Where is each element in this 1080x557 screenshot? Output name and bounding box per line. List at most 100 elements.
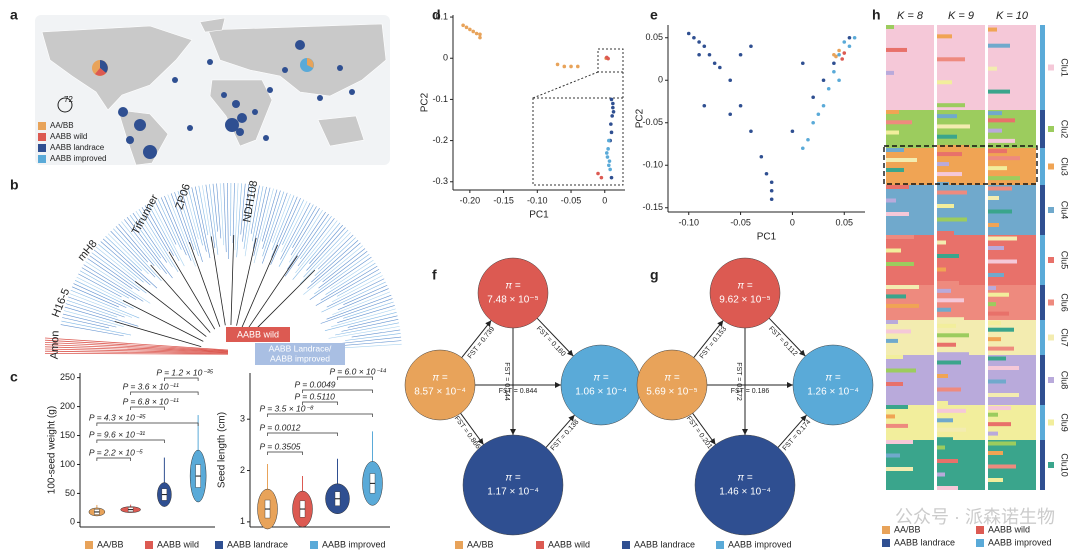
tree-branch [202, 185, 212, 242]
cluster-swatch [1048, 462, 1054, 468]
cluster-label: Clu8 [1060, 371, 1070, 390]
admixture-stripe [886, 47, 907, 52]
tree-branch [250, 185, 260, 234]
map-dot [143, 145, 157, 159]
tree-branch [262, 190, 281, 249]
point [834, 54, 838, 59]
cluster-bar [1040, 440, 1045, 490]
tree-branch [210, 236, 226, 326]
tree-branch [110, 230, 156, 278]
admixture-stripe [988, 138, 1015, 143]
tree-branch [318, 251, 368, 289]
admixture-stripe [988, 366, 1019, 370]
x-tick-label: 0 [602, 195, 607, 205]
node-pi: π = [432, 373, 447, 384]
admixture-stripe [988, 156, 1020, 161]
p-value: P = 3.5 × 10⁻⁸ [260, 403, 314, 413]
admixture-stripe [886, 120, 912, 125]
node-pi: π = [825, 373, 840, 384]
tree-branch [337, 305, 395, 324]
node-value: 7.48 × 10⁻⁵ [487, 295, 538, 306]
node [694, 434, 796, 536]
tree-branch [287, 211, 326, 270]
map-dot [317, 95, 323, 101]
tree-branch [113, 228, 162, 282]
bracket [267, 413, 373, 417]
admixture-stripe [937, 80, 952, 85]
point [800, 61, 805, 66]
tree-branch [194, 186, 211, 259]
node [560, 344, 642, 426]
tree-branch [253, 187, 271, 256]
node [404, 349, 476, 421]
admixture-stripe [937, 34, 952, 39]
tree-branch [261, 189, 278, 242]
edge [461, 320, 492, 358]
tree-branch [91, 252, 147, 294]
map-dot [237, 113, 247, 123]
cluster-label: Clu2 [1060, 120, 1070, 139]
admixture-stripe [937, 401, 948, 405]
node-pi: π = [593, 373, 608, 384]
tree-branch [321, 281, 386, 313]
admixture-stripe [886, 140, 912, 145]
admixture-stripe [988, 43, 1010, 48]
tree-branch [63, 310, 124, 327]
tree-branch [114, 321, 202, 348]
cluster-bar [1040, 185, 1045, 235]
tree-branch [174, 192, 195, 251]
watermark: 公众号 · 派森诺生物 [895, 507, 1055, 527]
x-tick-label: -0.05 [561, 195, 582, 205]
x-tick-label: -0.10 [527, 195, 548, 205]
tree-branch [232, 183, 235, 244]
edge [693, 320, 724, 358]
tree-branch [303, 229, 349, 278]
admixture-stripe [886, 414, 895, 419]
point [697, 52, 701, 57]
point [749, 44, 753, 49]
tree-branch [177, 190, 199, 256]
admixture-stripe [886, 212, 909, 216]
point [707, 52, 712, 57]
edge-label: FST = 0.112 [767, 325, 798, 357]
tree-branch [167, 194, 196, 267]
point [749, 129, 753, 134]
point [821, 78, 826, 83]
legend-swatch [38, 155, 46, 163]
tree-branch [44, 337, 229, 351]
bracket [130, 391, 199, 395]
admixture-stripe [937, 254, 959, 258]
tree-branch [219, 183, 225, 246]
map-pie [100, 60, 108, 73]
tree-branch [343, 284, 388, 305]
zoom-box [597, 48, 624, 73]
tree-branch [290, 208, 320, 256]
point [608, 167, 612, 172]
cluster-swatch [1048, 377, 1054, 383]
node-pi: π = [505, 281, 520, 292]
tree-branch [336, 272, 381, 297]
admixture-stripe [937, 281, 959, 285]
tree-branch [272, 193, 291, 243]
x-tick-label: -0.10 [678, 217, 699, 227]
cluster-label: Clu4 [1060, 201, 1070, 220]
tree-branch [151, 201, 185, 267]
y-tick-label: 3 [240, 414, 245, 424]
map-pie [95, 68, 106, 76]
tree-branch [351, 329, 401, 338]
point [697, 40, 701, 44]
point [821, 103, 826, 108]
admixture-stripe [937, 323, 956, 328]
point [842, 40, 847, 44]
tree-box [226, 327, 290, 342]
point [605, 155, 610, 159]
panel-label: a [10, 7, 18, 23]
admixture-stripe [937, 352, 969, 355]
admixture-stripe [988, 302, 996, 307]
admixture-stripe [988, 149, 1007, 154]
y-tick-label: 50 [65, 488, 75, 498]
admixture-block [937, 25, 985, 110]
node-value: 1.06 × 10⁻⁴ [575, 387, 627, 398]
tree-branch [281, 201, 308, 253]
tree-branch [282, 199, 305, 245]
